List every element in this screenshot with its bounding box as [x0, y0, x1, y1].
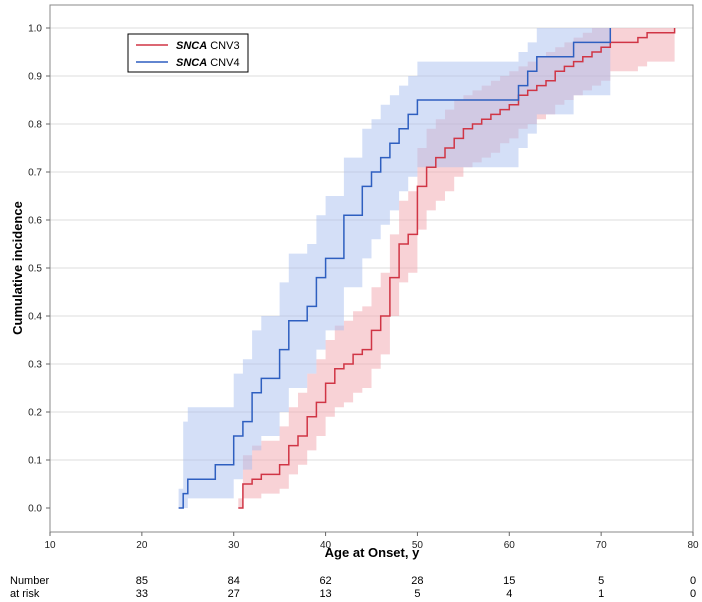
risk-cell: 0: [690, 575, 696, 587]
x-tick-label: 20: [136, 540, 148, 551]
x-tick-label: 50: [412, 540, 424, 551]
x-tick-label: 80: [687, 540, 699, 551]
risk-cells: 85 84 62 28 15 5 0 33 27 13 5 4 1 0: [136, 575, 696, 600]
confidence-band-cnv4: [178, 28, 611, 508]
y-tick-label: 0.9: [28, 72, 42, 83]
risk-table: Number at risk 85 84 62 28 15 5 0 33 27 13 5 4 1 0: [10, 575, 696, 600]
y-tick-label: 0.5: [28, 264, 42, 275]
risk-cell: 0: [690, 588, 696, 600]
risk-cell: 13: [319, 588, 331, 600]
y-axis-ticks: 0.0 0.1 0.2 0.3 0.4 0.5 0.6 0.7 0.8 0.9 1.0: [28, 24, 50, 515]
risk-cell: 15: [503, 575, 515, 587]
y-tick-label: 0.1: [28, 456, 42, 467]
x-tick-label: 40: [320, 540, 332, 551]
x-tick-label: 70: [596, 540, 608, 551]
legend-cnv4-gene: SNCA: [176, 57, 207, 69]
legend-box: [127, 33, 249, 73]
legend-cnv3-name: CNV3: [210, 40, 239, 52]
legend-cnv4-label: SNCA CNV4: [176, 57, 240, 69]
risk-cell: 1: [598, 588, 604, 600]
risk-cell: 28: [411, 575, 423, 587]
risk-cell: 62: [319, 575, 331, 587]
y-tick-label: 0.2: [28, 408, 42, 419]
x-tick-label: 30: [228, 540, 240, 551]
risk-label-at-risk: at risk: [10, 588, 40, 600]
confidence-bands: [178, 28, 675, 508]
risk-cell: 84: [228, 575, 240, 587]
y-tick-label: 0.8: [28, 120, 42, 131]
x-tick-label: 60: [504, 540, 516, 551]
y-tick-label: 0.7: [28, 168, 42, 179]
risk-cell: 27: [228, 588, 240, 600]
legend-cnv4-name: CNV4: [210, 57, 239, 69]
x-axis-title: Age at Onset, y: [325, 545, 420, 560]
risk-cell: 4: [506, 588, 512, 600]
y-tick-label: 0.3: [28, 360, 42, 371]
risk-cell: 85: [136, 575, 148, 587]
legend: SNCA CNV3 SNCA CNV4: [127, 33, 249, 73]
y-axis-title: Cumulative incidence: [10, 201, 25, 335]
y-tick-label: 0.0: [28, 504, 42, 515]
y-tick-label: 0.4: [28, 312, 42, 323]
series-line-cnv3: [238, 28, 676, 509]
risk-label-number: Number: [10, 575, 49, 587]
y-tick-label: 0.6: [28, 216, 42, 227]
confidence-band-cnv3: [238, 28, 675, 508]
legend-cnv3-gene: SNCA: [176, 40, 207, 52]
x-axis-ticks: 10 20 30 40 50 60 70 80: [44, 532, 699, 551]
risk-cell: 33: [136, 588, 148, 600]
legend-cnv3-label: SNCA CNV3: [176, 40, 240, 52]
series-line-cnv4: [178, 28, 612, 509]
cumulative-incidence-lines: [178, 28, 676, 509]
risk-cell: 5: [414, 588, 420, 600]
y-tick-label: 1.0: [28, 24, 42, 35]
risk-cell: 5: [598, 575, 604, 587]
x-tick-label: 10: [44, 540, 56, 551]
